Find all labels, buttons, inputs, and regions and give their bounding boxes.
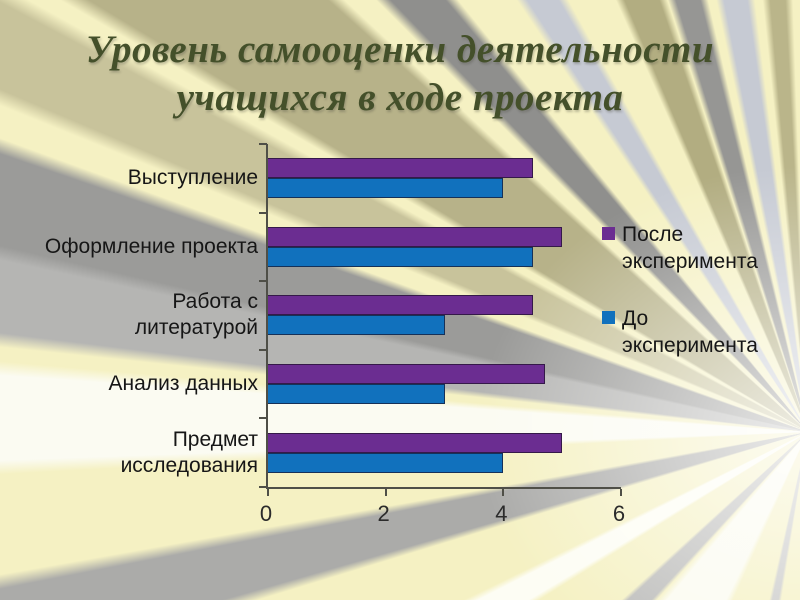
y-axis-tick <box>259 486 267 488</box>
bar-before-experiment <box>268 315 445 336</box>
plot-area <box>259 143 622 496</box>
category-label: Предмет исследования <box>120 427 258 477</box>
legend-marker-before-icon <box>602 311 615 324</box>
x-axis-tick <box>620 489 622 496</box>
x-axis-tick-label: 0 <box>259 501 273 526</box>
bar-before-experiment <box>268 384 445 405</box>
bar-after-experiment <box>268 226 563 247</box>
bar-after-experiment <box>268 364 545 385</box>
bar-before-experiment <box>268 452 504 473</box>
bar-after-experiment <box>268 432 563 453</box>
y-axis-tick <box>259 280 267 283</box>
bar-group <box>268 281 621 350</box>
bar-after-experiment <box>268 295 533 316</box>
category-label: Работа с литературой <box>134 290 258 340</box>
legend-label: После эксперимента <box>622 223 758 273</box>
slide-title-line-2: учащихся в ходе проекта <box>176 75 624 119</box>
bar-group <box>268 350 621 419</box>
bar-group <box>268 144 621 213</box>
bar-before-experiment <box>268 178 504 199</box>
x-axis-tick <box>267 489 269 496</box>
bar-group <box>268 418 621 487</box>
x-axis-tick <box>384 489 387 496</box>
bar-group <box>268 213 621 282</box>
category-label: Выступление <box>127 166 258 190</box>
category-label: Оформление проекта <box>44 234 258 258</box>
slide-title-line-1: Уровень самооценки деятельности <box>85 28 715 71</box>
x-axis-tick-label: 4 <box>495 501 508 526</box>
bar-after-experiment <box>268 158 533 179</box>
legend: После эксперимента До эксперимента <box>602 221 762 359</box>
legend-label: До эксперимента <box>622 307 758 357</box>
slide-title: Уровень самооценки деятельности учащихся… <box>0 26 800 121</box>
y-axis-tick <box>259 417 267 420</box>
category-label: Анализ данных <box>108 372 258 396</box>
legend-marker-after-icon <box>602 227 615 240</box>
x-axis-tick-label: 2 <box>377 501 390 526</box>
category-labels: Выступление Оформление проекта Работа с ли… <box>40 144 258 487</box>
x-tick-labels: 0 2 4 6 <box>260 487 625 526</box>
x-axis-tick-label: 6 <box>612 501 626 526</box>
y-axis-tick <box>259 143 267 145</box>
bar-before-experiment <box>268 246 533 267</box>
legend-item: После эксперимента <box>602 221 762 275</box>
y-axis-tick <box>259 348 267 351</box>
legend-item: До эксперимента <box>602 305 762 359</box>
y-axis-tick <box>259 211 267 214</box>
x-axis-tick <box>502 489 505 496</box>
